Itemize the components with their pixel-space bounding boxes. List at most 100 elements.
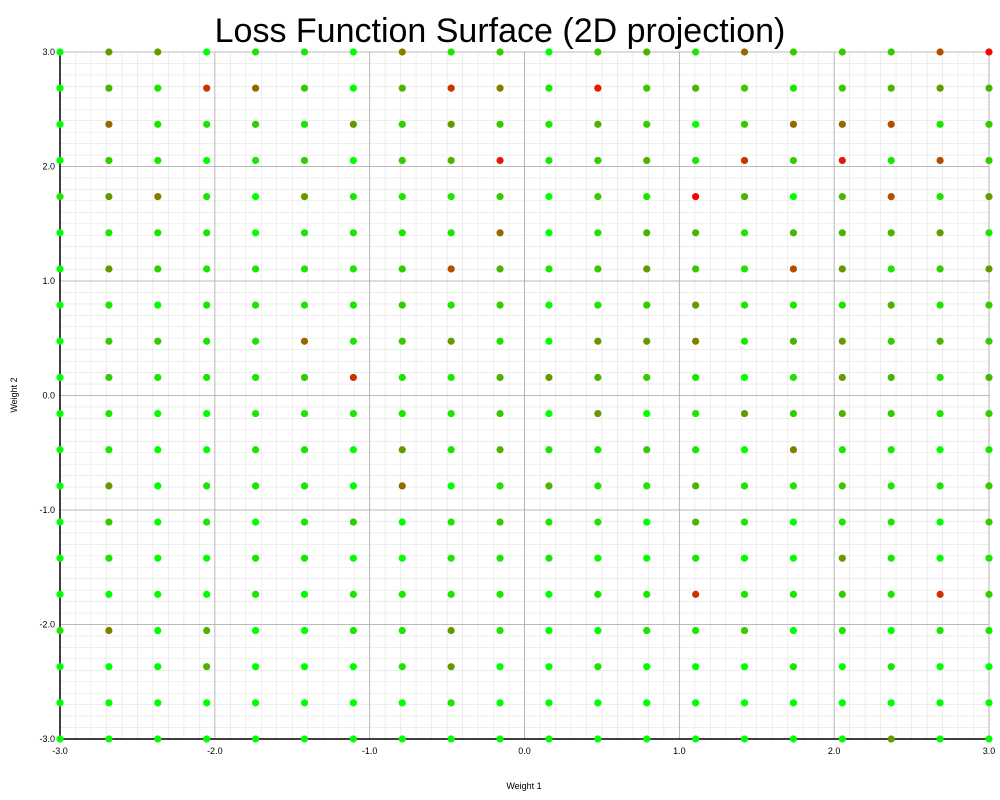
data-point (936, 84, 944, 92)
data-point (398, 663, 406, 671)
data-point (56, 554, 64, 562)
data-point (594, 699, 602, 707)
data-point (349, 229, 357, 237)
data-point (838, 48, 846, 56)
data-point (545, 48, 553, 56)
y-tick-labels: -3.0 -2.0 -1.0 0.0 1.0 2.0 3.0 (39, 47, 55, 744)
data-point (105, 301, 113, 309)
data-point (496, 554, 504, 562)
data-point (447, 48, 455, 56)
data-point (594, 590, 602, 598)
y-tick-label: 0.0 (42, 391, 55, 401)
chart-title: Loss Function Surface (2D projection) (215, 12, 786, 50)
data-point (740, 554, 749, 562)
x-tick-label: 2.0 (828, 746, 841, 756)
data-point (692, 193, 700, 201)
data-point (594, 554, 602, 562)
data-point (643, 373, 651, 382)
data-point (740, 301, 749, 309)
data-point (496, 373, 504, 382)
data-point (887, 663, 895, 671)
data-point (300, 590, 309, 598)
data-point (251, 193, 260, 201)
data-point (643, 84, 651, 92)
data-point (789, 699, 798, 707)
data-point (887, 518, 895, 526)
data-point (887, 193, 895, 201)
data-point (789, 301, 798, 309)
data-point (154, 193, 162, 201)
data-point (643, 699, 651, 707)
data-point (985, 301, 993, 309)
data-point (447, 373, 455, 382)
data-point (692, 735, 700, 743)
data-point (789, 156, 798, 165)
data-point (985, 265, 993, 273)
data-point (300, 518, 309, 526)
data-point (251, 735, 260, 743)
data-point (447, 156, 455, 165)
data-point (447, 626, 455, 635)
data-point (936, 337, 944, 345)
data-point (398, 265, 406, 273)
data-point (300, 48, 309, 56)
data-point (936, 265, 944, 273)
data-point (300, 663, 309, 671)
data-point (105, 554, 113, 562)
data-point (740, 193, 749, 201)
data-point (251, 265, 260, 273)
data-point (398, 120, 406, 128)
data-point (349, 554, 357, 562)
data-point (936, 409, 944, 418)
data-point (594, 518, 602, 526)
data-point (300, 265, 309, 273)
data-point (887, 265, 895, 273)
data-point (692, 663, 700, 671)
data-point (203, 663, 211, 671)
data-point (838, 590, 846, 598)
data-point (643, 193, 651, 201)
data-point (789, 663, 798, 671)
data-point (594, 265, 602, 273)
data-point (154, 156, 162, 165)
data-point (398, 446, 406, 454)
data-point (985, 626, 993, 635)
data-point (985, 373, 993, 382)
data-point (56, 373, 64, 382)
data-point (105, 265, 113, 273)
data-point (251, 373, 260, 382)
y-tick-label: -3.0 (39, 734, 55, 744)
data-point (985, 193, 993, 201)
data-point (105, 699, 113, 707)
data-point (985, 409, 993, 418)
data-point (398, 229, 406, 237)
data-point (105, 735, 113, 743)
data-point (936, 193, 944, 201)
data-point (398, 301, 406, 309)
data-point (447, 265, 455, 273)
data-point (154, 735, 162, 743)
data-point (740, 84, 749, 92)
data-point (105, 193, 113, 201)
data-point (643, 590, 651, 598)
data-point (594, 120, 602, 128)
data-point (56, 229, 64, 237)
x-tick-label: 3.0 (983, 746, 996, 756)
data-point (251, 446, 260, 454)
data-point (936, 373, 944, 382)
data-point (154, 373, 162, 382)
x-tick-label: -2.0 (207, 746, 223, 756)
data-point (203, 590, 211, 598)
data-point (887, 626, 895, 635)
data-point (105, 518, 113, 526)
data-point (251, 84, 260, 92)
y-tick-label: 1.0 (42, 276, 55, 286)
data-point (692, 482, 700, 490)
data-point (398, 626, 406, 635)
data-point (594, 482, 602, 490)
data-point (496, 735, 504, 743)
data-point (300, 373, 309, 382)
data-point (154, 337, 162, 345)
data-point (300, 409, 309, 418)
data-point (985, 735, 993, 743)
